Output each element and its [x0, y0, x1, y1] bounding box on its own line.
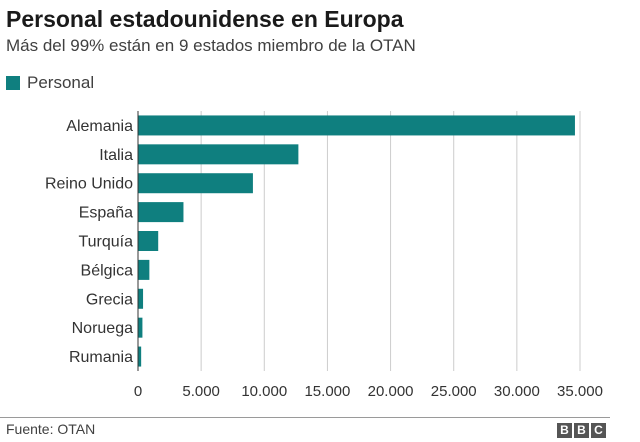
bar [138, 288, 144, 309]
x-tick-label: 0 [134, 383, 142, 400]
bar [138, 173, 253, 194]
bar [138, 231, 159, 251]
bbc-logo-letter: B [574, 423, 589, 438]
bbc-logo-letter: C [591, 423, 606, 438]
x-tick-label: 25.000 [431, 383, 477, 400]
x-tick-label: 10.000 [241, 383, 287, 400]
bar [138, 346, 142, 367]
category-label: España [79, 205, 133, 222]
source-note: Fuente: OTAN [6, 421, 96, 437]
bbc-logo: B B C [557, 423, 606, 438]
category-label: Rumania [69, 349, 133, 366]
legend: Personal [6, 73, 94, 93]
chart-title: Personal estadounidense en Europa [6, 6, 404, 32]
legend-label: Personal [27, 73, 95, 92]
category-label: Alemania [66, 118, 133, 135]
category-label: Turquía [78, 234, 133, 251]
bar [138, 144, 299, 165]
legend-swatch [6, 76, 20, 90]
x-tick-label: 35.000 [557, 383, 603, 400]
bar [138, 317, 143, 338]
chart-subtitle: Más del 99% están en 9 estados miembro d… [6, 36, 416, 55]
category-label: Italia [99, 147, 133, 164]
category-label: Noruega [72, 320, 133, 337]
category-label: Bélgica [81, 262, 134, 279]
bar [138, 115, 575, 136]
bar [138, 259, 150, 280]
bbc-logo-letter: B [557, 423, 572, 438]
category-label: Reino Unido [45, 176, 133, 193]
category-label: Grecia [86, 291, 133, 308]
x-tick-label: 20.000 [368, 383, 414, 400]
x-tick-label: 5.000 [182, 383, 220, 400]
footer-divider [0, 417, 610, 418]
bar [138, 202, 184, 223]
x-tick-label: 15.000 [304, 383, 350, 400]
x-tick-label: 30.000 [494, 383, 540, 400]
